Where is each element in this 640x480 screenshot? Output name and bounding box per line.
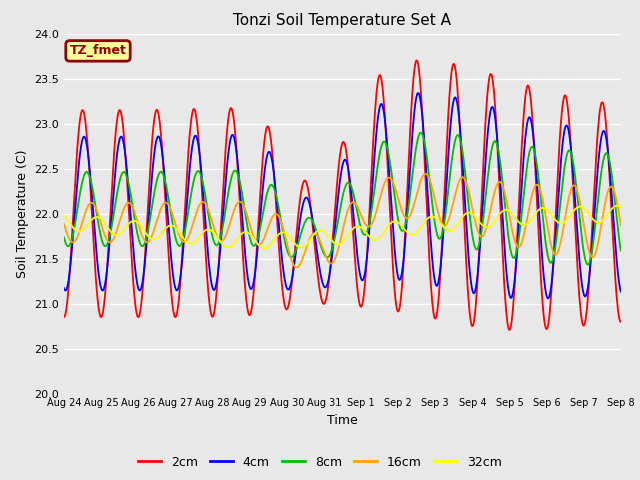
2cm: [413, 58, 420, 63]
4cm: [170, 280, 178, 286]
8cm: [417, 130, 424, 135]
32cm: [260, 246, 268, 252]
16cm: [292, 264, 300, 270]
32cm: [60, 213, 68, 219]
8cm: [551, 246, 559, 252]
16cm: [246, 223, 254, 228]
32cm: [429, 214, 437, 219]
16cm: [422, 171, 429, 177]
32cm: [613, 203, 621, 209]
8cm: [246, 236, 254, 242]
Text: TZ_fmet: TZ_fmet: [70, 44, 127, 58]
2cm: [617, 319, 625, 325]
8cm: [429, 208, 437, 214]
2cm: [170, 312, 178, 318]
32cm: [617, 204, 625, 210]
4cm: [429, 265, 437, 271]
2cm: [502, 305, 509, 311]
4cm: [60, 285, 68, 291]
2cm: [246, 312, 254, 318]
8cm: [584, 262, 592, 267]
Line: 2cm: 2cm: [64, 60, 621, 330]
4cm: [552, 236, 559, 241]
16cm: [617, 222, 625, 228]
4cm: [246, 285, 254, 291]
8cm: [502, 212, 509, 217]
2cm: [552, 216, 559, 222]
16cm: [60, 221, 68, 227]
Line: 4cm: 4cm: [64, 93, 621, 299]
8cm: [170, 229, 178, 235]
4cm: [414, 90, 422, 96]
2cm: [184, 157, 191, 163]
32cm: [502, 207, 509, 213]
Title: Tonzi Soil Temperature Set A: Tonzi Soil Temperature Set A: [234, 13, 451, 28]
2cm: [429, 308, 437, 313]
32cm: [246, 231, 254, 237]
16cm: [184, 236, 191, 241]
2cm: [60, 314, 68, 320]
4cm: [617, 288, 625, 294]
4cm: [544, 296, 552, 301]
4cm: [184, 188, 191, 194]
8cm: [617, 248, 625, 253]
32cm: [184, 240, 191, 246]
16cm: [502, 197, 510, 203]
32cm: [170, 224, 178, 229]
2cm: [506, 327, 513, 333]
Y-axis label: Soil Temperature (C): Soil Temperature (C): [16, 149, 29, 278]
Line: 32cm: 32cm: [64, 206, 621, 249]
8cm: [184, 212, 191, 217]
Legend: 2cm, 4cm, 8cm, 16cm, 32cm: 2cm, 4cm, 8cm, 16cm, 32cm: [133, 451, 507, 474]
X-axis label: Time: Time: [327, 414, 358, 427]
16cm: [170, 217, 178, 223]
4cm: [502, 263, 509, 268]
Line: 16cm: 16cm: [64, 174, 621, 267]
8cm: [60, 235, 68, 240]
Line: 8cm: 8cm: [64, 132, 621, 264]
32cm: [551, 216, 559, 222]
16cm: [552, 252, 559, 257]
16cm: [429, 191, 437, 196]
